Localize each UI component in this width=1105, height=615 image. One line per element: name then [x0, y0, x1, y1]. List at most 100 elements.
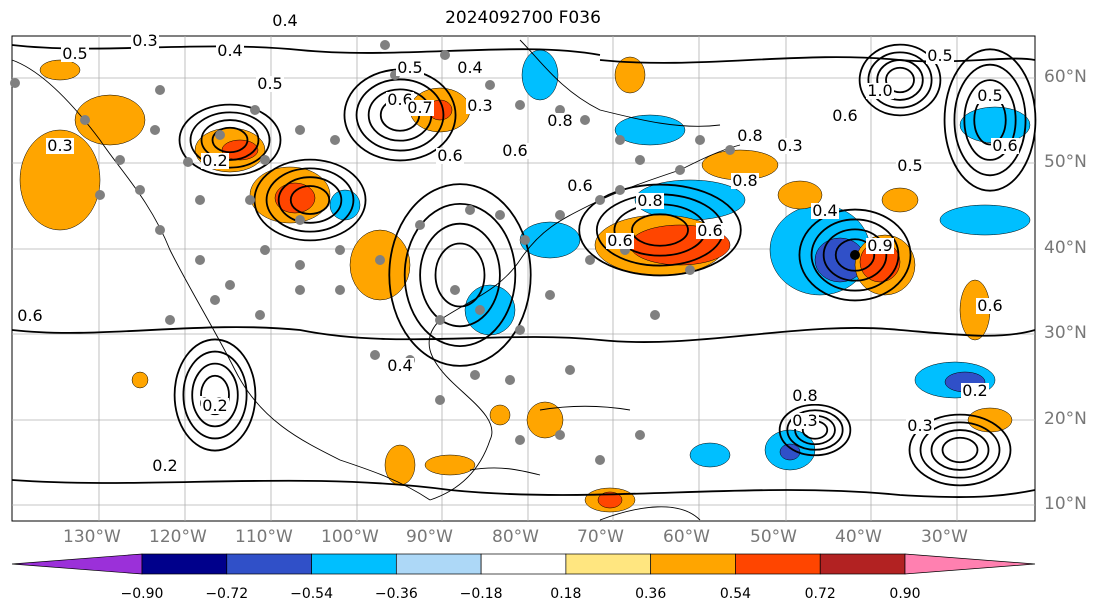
contour-line	[963, 79, 1017, 161]
station-dot	[80, 115, 90, 125]
colorbar-tick-label: 0.36	[635, 586, 667, 602]
anomaly-shade	[19, 129, 101, 231]
colorbar-tick-label: 0.90	[889, 586, 921, 602]
station-dot	[295, 215, 305, 225]
anomaly-shade	[489, 404, 511, 426]
station-dot	[495, 210, 505, 220]
contour-label-bg	[791, 388, 819, 404]
anomaly-shade	[597, 491, 623, 509]
colorbar-min-extend	[11, 553, 143, 575]
contour-label: 0.8	[547, 111, 572, 130]
contour-label-bg	[546, 113, 574, 129]
station-dot	[650, 310, 660, 320]
anomaly-shade	[39, 59, 81, 81]
anomaly-shade	[689, 442, 731, 468]
contour-line	[578, 183, 742, 277]
station-dot	[505, 375, 515, 385]
contour-label-bg	[501, 143, 529, 159]
latitude-label: 20°N	[1044, 409, 1087, 429]
contour-line	[182, 350, 248, 440]
contour-line	[834, 238, 876, 272]
contour-line	[858, 43, 942, 117]
contour-label-bg	[866, 238, 894, 254]
anomaly-shade	[74, 94, 146, 146]
map-title: 2024092700 F036	[445, 8, 601, 28]
colorbar-tick-label: −0.36	[374, 586, 418, 602]
colorbar-segment	[819, 553, 906, 575]
station-dot	[95, 190, 105, 200]
contour-label-bg	[151, 458, 179, 474]
station-dot	[195, 195, 205, 205]
contour-label-bg	[396, 60, 424, 76]
contour-line	[778, 403, 852, 457]
contour-line	[11, 326, 1036, 343]
contour-label: 0.6	[977, 296, 1002, 315]
latitude-label: 60°N	[1044, 67, 1087, 87]
colorbar-tick-label: −0.72	[205, 586, 249, 602]
contour-line	[191, 362, 239, 428]
coastline	[519, 39, 721, 127]
contour-label-bg	[636, 193, 664, 209]
contour-line	[919, 421, 1001, 479]
contour-label-bg	[866, 83, 894, 99]
contour-label: 0.6	[697, 221, 722, 240]
longitude-label: 110°W	[235, 527, 293, 547]
longitude-label: 40°W	[835, 527, 882, 547]
longitude-label: 60°W	[663, 527, 710, 547]
contour-label: 0.5	[977, 86, 1002, 105]
coastline	[428, 144, 741, 501]
contour-line	[11, 44, 601, 56]
colorbar-tick-label: 0.72	[804, 586, 836, 602]
contour-line	[11, 479, 1036, 498]
contour-label-bg	[271, 13, 299, 29]
contour-label: 0.7	[407, 98, 432, 117]
coastline	[469, 405, 631, 476]
station-dot	[465, 205, 475, 215]
contour-label: 0.3	[467, 96, 492, 115]
station-dot	[520, 235, 530, 245]
contour-label-bg	[976, 298, 1004, 314]
contour-label: 0.4	[272, 11, 297, 30]
station-dot	[515, 325, 525, 335]
latitude-label: 50°N	[1044, 152, 1087, 172]
station-dot	[380, 40, 390, 50]
anomaly-shade	[881, 187, 919, 213]
contour-label: 0.2	[202, 151, 227, 170]
contour-line	[786, 409, 844, 451]
longitude-label: 120°W	[149, 527, 207, 547]
contour-label: 0.4	[457, 58, 482, 77]
longitude-label: 80°W	[492, 527, 539, 547]
contour-line	[941, 436, 979, 464]
station-dots	[10, 40, 860, 465]
station-dot	[375, 255, 385, 265]
contour-line	[173, 338, 257, 452]
latitude-label: 40°N	[1044, 238, 1087, 258]
station-dot	[295, 285, 305, 295]
contour-label-bg	[731, 173, 759, 189]
anomaly-shade	[777, 180, 823, 210]
contour-line	[388, 183, 532, 367]
station-dot	[565, 365, 575, 375]
anomaly-shade	[384, 444, 416, 486]
station-dot	[295, 260, 305, 270]
contour-line	[289, 185, 331, 215]
station-dot	[370, 350, 380, 360]
contour-line	[178, 103, 282, 177]
contour-label-bg	[456, 60, 484, 76]
coastlines	[11, 39, 741, 521]
contour-line	[355, 78, 445, 152]
coastline	[599, 506, 701, 521]
station-dot	[635, 430, 645, 440]
colorbar-segment	[480, 553, 567, 575]
station-dot	[260, 155, 270, 165]
station-dot	[255, 310, 265, 320]
colorbar-tick-label: 0.18	[550, 586, 582, 602]
contour-label: 0.8	[732, 171, 757, 190]
longitude-label: 90°W	[406, 527, 453, 547]
contour-label: 0.5	[897, 156, 922, 175]
longitude-label: 70°W	[577, 527, 624, 547]
contour-label-bg	[61, 46, 89, 62]
anomaly-shade	[131, 371, 149, 389]
contour-line	[403, 202, 517, 347]
station-dot	[555, 105, 565, 115]
